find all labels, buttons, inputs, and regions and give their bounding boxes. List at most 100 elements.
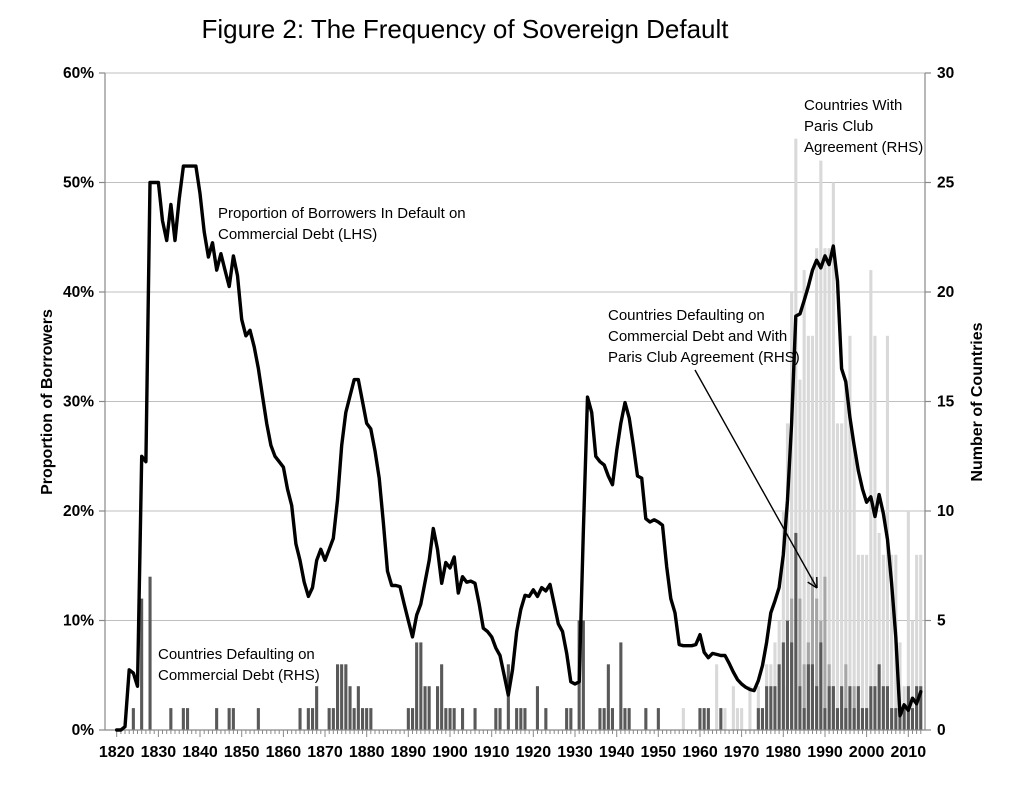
bar-paris-club	[748, 686, 752, 730]
bar-default	[898, 708, 902, 730]
x-tick-label: 2010	[891, 744, 927, 761]
bar-default-and-paris-club	[802, 664, 806, 730]
bar-default	[331, 708, 335, 730]
y-axis-title-right: Number of Countries	[969, 322, 986, 482]
x-tick-label: 1920	[516, 744, 552, 761]
x-tick-label: 1960	[682, 744, 718, 761]
bar-default	[831, 686, 835, 730]
y-axis-title-left: Proportion of Borrowers	[39, 309, 56, 495]
bar-default	[873, 686, 877, 730]
bar-paris-club	[873, 335, 877, 730]
bar-default	[148, 576, 152, 730]
bar-default-and-paris-club	[810, 576, 814, 730]
bar-default	[131, 708, 135, 730]
bar-default	[494, 708, 498, 730]
y-tick-label-left: 40%	[63, 284, 94, 301]
bar-default	[369, 708, 373, 730]
bar-default	[623, 708, 627, 730]
bar-default	[806, 664, 810, 730]
bar-default	[344, 664, 348, 730]
bar-default	[815, 686, 819, 730]
annotation-defaults: Countries Defaulting on Commercial Debt …	[158, 646, 320, 684]
bar-default	[702, 708, 706, 730]
bar-default	[881, 686, 885, 730]
bar-default	[760, 708, 764, 730]
bar-default	[865, 708, 869, 730]
bar-paris-club	[790, 292, 794, 730]
bar-default-and-paris-club	[844, 664, 848, 730]
bar-default	[598, 708, 602, 730]
bar-default	[840, 686, 844, 730]
x-tick-label: 1830	[141, 744, 177, 761]
bar-default	[140, 598, 144, 730]
bar-default	[852, 708, 856, 730]
bar-default	[794, 532, 798, 730]
bar-default	[802, 708, 806, 730]
y-tick-label-right: 30	[937, 65, 954, 82]
bar-default	[473, 708, 477, 730]
y-tick-label-left: 0%	[72, 722, 95, 739]
bar-paris-club	[785, 423, 789, 730]
bar-default	[790, 642, 794, 730]
bar-paris-club	[835, 423, 839, 730]
bar-default	[602, 708, 606, 730]
bar-default	[315, 686, 319, 730]
x-tick-label: 1880	[349, 744, 385, 761]
bar-paris-club	[681, 708, 685, 730]
y-tick-label-left: 30%	[63, 394, 94, 411]
bar-default	[415, 642, 419, 730]
bar-default	[215, 708, 219, 730]
bar-default	[610, 708, 614, 730]
x-tick-label: 1850	[224, 744, 260, 761]
x-tick-label: 1950	[641, 744, 677, 761]
bar-paris-club	[823, 248, 827, 730]
bar-paris-club	[815, 248, 819, 730]
bar-default	[411, 708, 415, 730]
bar-paris-club	[831, 182, 835, 730]
bar-default	[719, 708, 723, 730]
bar-paris-club	[865, 554, 869, 730]
bar-default	[885, 686, 889, 730]
bar-paris-club	[856, 554, 860, 730]
bar-default	[311, 708, 315, 730]
x-tick-label: 1990	[807, 744, 843, 761]
bar-paris-club	[827, 248, 831, 730]
x-tick-label: 1820	[99, 744, 135, 761]
bar-paris-club	[802, 270, 806, 730]
bar-paris-club	[723, 708, 727, 730]
bar-paris-club	[798, 379, 802, 730]
x-tick-label: 1840	[182, 744, 218, 761]
bar-default	[423, 686, 427, 730]
bar-paris-club	[852, 445, 856, 730]
bar-default	[606, 664, 610, 730]
x-tick-label: 2000	[849, 744, 885, 761]
bar-default	[544, 708, 548, 730]
bar-paris-club	[806, 335, 810, 730]
y-tick-label-left: 60%	[63, 65, 94, 82]
bar-default	[844, 708, 848, 730]
bar-default	[902, 708, 906, 730]
y-tick-label-left: 20%	[63, 503, 94, 520]
annotation-paris-club: Countries With Paris Club Agreement (RHS…	[804, 97, 924, 156]
bar-default	[756, 708, 760, 730]
bar-default	[919, 686, 923, 730]
x-tick-label: 1930	[557, 744, 593, 761]
bar-default	[890, 708, 894, 730]
bar-paris-club	[890, 554, 894, 730]
line-borrowers-in-default	[114, 164, 923, 732]
bar-paris-club	[881, 554, 885, 730]
bar-default	[181, 708, 185, 730]
bar-default	[365, 708, 369, 730]
bar-default	[436, 686, 440, 730]
bar-paris-club	[731, 686, 735, 730]
x-tick-label: 1870	[307, 744, 343, 761]
bar-paris-club	[735, 708, 739, 730]
bar-default	[656, 708, 660, 730]
y-tick-label-right: 5	[937, 613, 946, 630]
x-tick-label: 1940	[599, 744, 635, 761]
y-tick-label-right: 20	[937, 284, 954, 301]
y-tick-label-left: 50%	[63, 175, 94, 192]
bar-default	[910, 708, 914, 730]
bar-paris-club	[844, 379, 848, 730]
